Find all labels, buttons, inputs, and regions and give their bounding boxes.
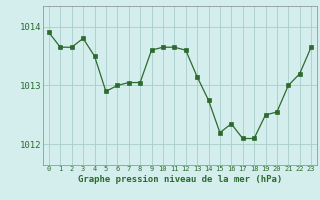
X-axis label: Graphe pression niveau de la mer (hPa): Graphe pression niveau de la mer (hPa) <box>78 175 282 184</box>
